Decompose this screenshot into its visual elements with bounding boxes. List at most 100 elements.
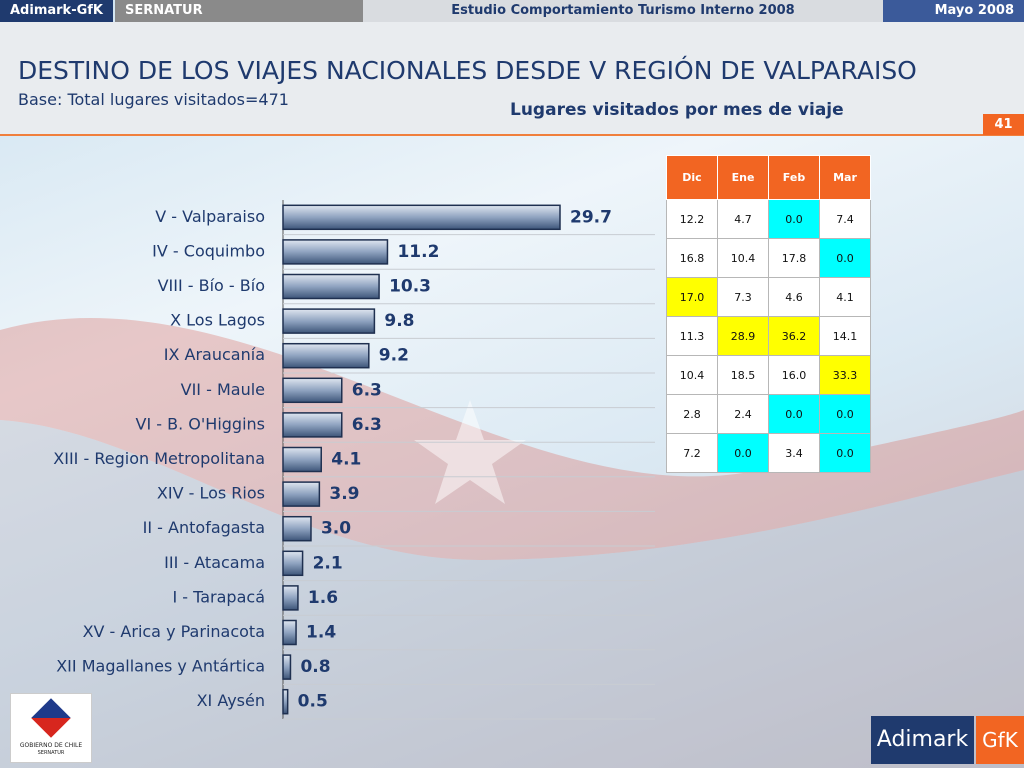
value-label: 11.2 bbox=[397, 242, 439, 262]
month-table: Dic Ene Feb Mar 12.2 4.7 0.0 7.4 16.8 10.4 17.8 0.0… bbox=[666, 155, 871, 473]
logo-mark bbox=[31, 698, 71, 738]
table-cell: 10.4 bbox=[666, 355, 718, 395]
table-cell: 0.0 bbox=[717, 433, 769, 473]
category-label: XI Aysén bbox=[197, 691, 265, 710]
value-label: 0.5 bbox=[298, 692, 328, 712]
value-label: 2.1 bbox=[313, 553, 343, 573]
table-row: 2.8 2.4 0.0 0.0 bbox=[666, 394, 871, 434]
table-cell: 17.8 bbox=[768, 238, 820, 278]
bar bbox=[282, 550, 304, 577]
study: Estudio Comportamiento Turismo Interno 2… bbox=[363, 0, 883, 22]
bar bbox=[282, 239, 389, 265]
adimark-logo: Adimark bbox=[871, 716, 974, 764]
bar bbox=[282, 342, 370, 369]
table-cell: 0.0 bbox=[768, 199, 820, 239]
value-label: 1.4 bbox=[306, 623, 336, 643]
category-label: IX Araucanía bbox=[164, 345, 265, 364]
table-cell: 7.2 bbox=[666, 433, 718, 473]
table-cell: 4.7 bbox=[717, 199, 769, 239]
bar bbox=[282, 273, 380, 300]
bar bbox=[282, 308, 376, 334]
category-label: VI - B. O'Higgins bbox=[136, 414, 265, 433]
table-row: 17.0 7.3 4.6 4.1 bbox=[666, 277, 871, 317]
category-label: XIV - Los Rios bbox=[157, 484, 265, 503]
table-row: 10.4 18.5 16.0 33.3 bbox=[666, 355, 871, 395]
title: DESTINO DE LOS VIAJES NACIONALES DESDE V… bbox=[18, 56, 917, 85]
client: SERNATUR bbox=[115, 0, 363, 22]
bar bbox=[282, 412, 343, 438]
bar bbox=[282, 585, 299, 611]
table-cell: 33.3 bbox=[819, 355, 871, 395]
table-cell: 2.8 bbox=[666, 394, 718, 434]
table-cell: 3.4 bbox=[768, 433, 820, 473]
value-label: 1.6 bbox=[308, 588, 338, 608]
column-header: Mar bbox=[819, 155, 871, 200]
title-bar: DESTINO DE LOS VIAJES NACIONALES DESDE V… bbox=[0, 22, 1024, 136]
bar bbox=[282, 446, 322, 473]
table-cell: 14.1 bbox=[819, 316, 871, 356]
column-header: Ene bbox=[717, 155, 769, 200]
table-cell: 12.2 bbox=[666, 199, 718, 239]
table-cell: 0.0 bbox=[819, 238, 871, 278]
gov-logo: GOBIERNO DE CHILE SERNATUR bbox=[10, 693, 92, 763]
category-label: V - Valparaiso bbox=[155, 207, 265, 226]
value-label: 0.8 bbox=[300, 657, 330, 677]
category-label: XII Magallanes y Antártica bbox=[56, 657, 265, 676]
value-label: 3.9 bbox=[329, 484, 359, 504]
table-cell: 0.0 bbox=[819, 394, 871, 434]
table-cell: 4.6 bbox=[768, 277, 820, 317]
value-label: 6.3 bbox=[352, 415, 382, 435]
value-label: 4.1 bbox=[331, 450, 361, 470]
bar bbox=[282, 654, 292, 680]
table-row: 16.8 10.4 17.8 0.0 bbox=[666, 238, 871, 278]
value-label: 10.3 bbox=[389, 277, 431, 297]
category-label: XIII - Region Metropolitana bbox=[53, 449, 265, 468]
table-cell: 10.4 bbox=[717, 238, 769, 278]
table-cell: 17.0 bbox=[666, 277, 718, 317]
page-number: 41 bbox=[983, 114, 1024, 135]
table-row: 12.2 4.7 0.0 7.4 bbox=[666, 199, 871, 239]
bar bbox=[282, 688, 289, 715]
table-cell: 18.5 bbox=[717, 355, 769, 395]
table-cell: 0.0 bbox=[819, 433, 871, 473]
value-label: 3.0 bbox=[321, 519, 351, 539]
bar bbox=[282, 377, 343, 404]
column-header: Feb bbox=[768, 155, 820, 200]
gfk-logo: GfK bbox=[976, 716, 1024, 764]
category-label: II - Antofagasta bbox=[143, 518, 265, 537]
bar bbox=[282, 481, 321, 507]
table-cell: 16.8 bbox=[666, 238, 718, 278]
header-row: Dic Ene Feb Mar bbox=[666, 155, 871, 200]
table-row: 11.3 28.9 36.2 14.1 bbox=[666, 316, 871, 356]
gov-text: GOBIERNO DE CHILE bbox=[19, 742, 83, 749]
brand: Adimark-GfK bbox=[0, 0, 113, 22]
value-label: 9.8 bbox=[384, 311, 414, 331]
table-cell: 11.3 bbox=[666, 316, 718, 356]
subtitle: Base: Total lugares visitados=471 bbox=[18, 90, 289, 109]
table-cell: 7.3 bbox=[717, 277, 769, 317]
table-cell: 16.0 bbox=[768, 355, 820, 395]
value-label: 29.7 bbox=[570, 207, 612, 227]
category-label: VII - Maule bbox=[181, 380, 265, 399]
table-cell: 28.9 bbox=[717, 316, 769, 356]
bar bbox=[282, 204, 561, 231]
table-cell: 2.4 bbox=[717, 394, 769, 434]
date: Mayo 2008 bbox=[883, 0, 1024, 22]
category-label: VIII - Bío - Bío bbox=[158, 276, 265, 295]
table-cell: 7.4 bbox=[819, 199, 871, 239]
bar bbox=[282, 619, 297, 646]
table-title: Lugares visitados por mes de viaje bbox=[510, 100, 844, 120]
gov-subtext: SERNATUR bbox=[37, 750, 65, 756]
category-label: I - Tarapacá bbox=[172, 587, 265, 606]
table-cell: 36.2 bbox=[768, 316, 820, 356]
category-label: X Los Lagos bbox=[170, 311, 265, 330]
value-label: 6.3 bbox=[352, 380, 382, 400]
column-header: Dic bbox=[666, 155, 718, 200]
table-cell: 4.1 bbox=[819, 277, 871, 317]
category-label: XV - Arica y Parinacota bbox=[83, 622, 265, 641]
value-label: 9.2 bbox=[379, 346, 409, 366]
category-label: IV - Coquimbo bbox=[152, 241, 265, 260]
